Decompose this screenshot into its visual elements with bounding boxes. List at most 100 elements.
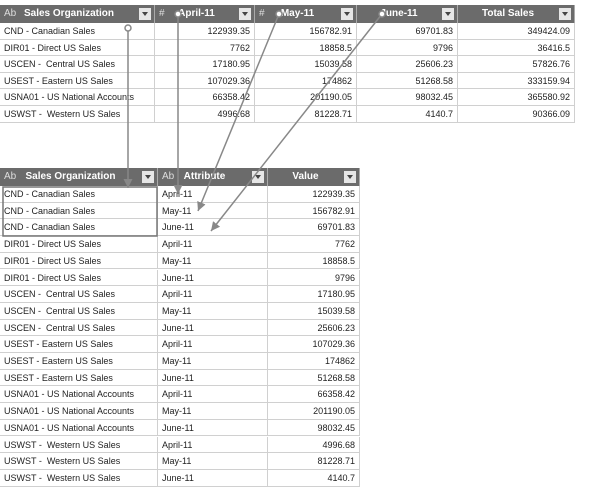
cell: USNA01 - US National Accounts <box>0 403 158 420</box>
cell: DIR01 - Direct US Sales <box>0 269 158 287</box>
header-label: Attribute <box>183 171 226 182</box>
cell: 36416.5 <box>458 39 575 57</box>
cell: 4140.7 <box>268 469 360 487</box>
dropdown[interactable] <box>341 8 353 20</box>
cell: 66358.42 <box>268 386 360 404</box>
cell: 18858.5 <box>268 252 360 270</box>
header-label: June-11 <box>380 8 418 19</box>
cell: 17180.95 <box>268 286 360 303</box>
cell: DIR01 - Direct US Sales <box>0 236 158 253</box>
cell: 25606.23 <box>268 319 360 337</box>
column-header: Total Sales <box>458 5 575 23</box>
cell: 25606.23 <box>357 56 458 73</box>
cell: May-11 <box>158 252 268 270</box>
cell: May-11 <box>158 453 268 470</box>
column-header: Value <box>268 168 360 186</box>
cell: 7762 <box>268 236 360 253</box>
cell: April-11 <box>158 336 268 353</box>
type-icon: Ab <box>4 171 17 182</box>
cell: 9796 <box>268 269 360 287</box>
cell: USNA01 - US National Accounts <box>0 419 158 437</box>
cell: USEST - Eastern US Sales <box>0 336 158 353</box>
cell: May-11 <box>158 302 268 320</box>
dropdown[interactable] <box>139 8 151 20</box>
cell: 107029.36 <box>268 336 360 353</box>
cell: USNA01 - US National Accounts <box>0 89 155 106</box>
column-header: Ab Sales Organization <box>0 168 158 186</box>
cell: 69701.83 <box>268 219 360 237</box>
cell: June-11 <box>158 219 268 237</box>
column-header: # May-11 <box>255 5 357 23</box>
cell: USWST - Western US Sales <box>0 436 158 454</box>
cell: 90366.09 <box>458 106 575 123</box>
dropdown[interactable] <box>239 8 251 20</box>
cell: USEST - Eastern US Sales <box>0 72 155 90</box>
type-icon: Ab <box>162 171 175 182</box>
cell: April-11 <box>158 286 268 303</box>
cell: 15039.58 <box>255 56 357 73</box>
type-icon: # <box>259 8 265 19</box>
cell: 18858.5 <box>255 39 357 57</box>
cell: May-11 <box>158 202 268 220</box>
header-label: May-11 <box>280 8 315 19</box>
dropdown[interactable] <box>442 8 454 20</box>
header-label: Sales Organization <box>25 171 116 182</box>
cell: 51268.58 <box>268 369 360 387</box>
cell: 4996.68 <box>268 436 360 454</box>
cell: 4996.68 <box>155 106 255 123</box>
cell: 57826.76 <box>458 56 575 73</box>
arrow <box>197 13 280 212</box>
cell: 201190.05 <box>255 89 357 106</box>
cell: June-11 <box>158 419 268 437</box>
cell: 81228.71 <box>255 106 357 123</box>
cell: April-11 <box>158 436 268 454</box>
cell: 174862 <box>268 353 360 370</box>
cell: 201190.05 <box>268 403 360 420</box>
cell: USWST - Western US Sales <box>0 469 158 487</box>
cell: June-11 <box>158 319 268 337</box>
cell: June-11 <box>158 469 268 487</box>
cell: 69701.83 <box>357 23 458 40</box>
column-header: June-11 <box>357 5 458 23</box>
cell: USEST - Eastern US Sales <box>0 369 158 387</box>
cell: 107029.36 <box>155 72 255 90</box>
cell: 51268.58 <box>357 72 458 90</box>
column-header: Ab Sales Organization <box>0 5 155 23</box>
cell: May-11 <box>158 403 268 420</box>
cell: 4140.7 <box>357 106 458 123</box>
cell: April-11 <box>158 386 268 404</box>
cell: May-11 <box>158 353 268 370</box>
cell: June-11 <box>158 369 268 387</box>
cell: April-11 <box>158 236 268 253</box>
cell: USNA01 - US National Accounts <box>0 386 158 404</box>
cell: 333159.94 <box>458 72 575 90</box>
cell: USCEN - Central US Sales <box>0 319 158 337</box>
cell: DIR01 - Direct US Sales <box>0 252 158 270</box>
cell: 98032.45 <box>268 419 360 437</box>
arrow <box>210 13 383 232</box>
cell: 9796 <box>357 39 458 57</box>
dropdown[interactable] <box>344 171 356 183</box>
cell: DIR01 - Direct US Sales <box>0 39 155 57</box>
cell: USEST - Eastern US Sales <box>0 353 158 370</box>
cell: 15039.58 <box>268 302 360 320</box>
cell: 156782.91 <box>268 202 360 220</box>
cell: USWST - Western US Sales <box>0 453 158 470</box>
cell: USCEN - Central US Sales <box>0 56 155 73</box>
cell: 98032.45 <box>357 89 458 106</box>
cell: USWST - Western US Sales <box>0 106 155 123</box>
cell: 174862 <box>255 72 357 90</box>
header-label: April-11 <box>178 8 215 19</box>
column-header: # April-11 <box>155 5 255 23</box>
cell: USCEN - Central US Sales <box>0 302 158 320</box>
dropdown[interactable] <box>559 8 571 20</box>
cell: 7762 <box>155 39 255 57</box>
cell: 365580.92 <box>458 89 575 106</box>
type-icon: Ab <box>4 8 17 19</box>
highlight-box <box>2 186 158 237</box>
cell: USCEN - Central US Sales <box>0 286 158 303</box>
cell: 66358.42 <box>155 89 255 106</box>
dropdown[interactable] <box>142 171 154 183</box>
cell: 17180.95 <box>155 56 255 73</box>
